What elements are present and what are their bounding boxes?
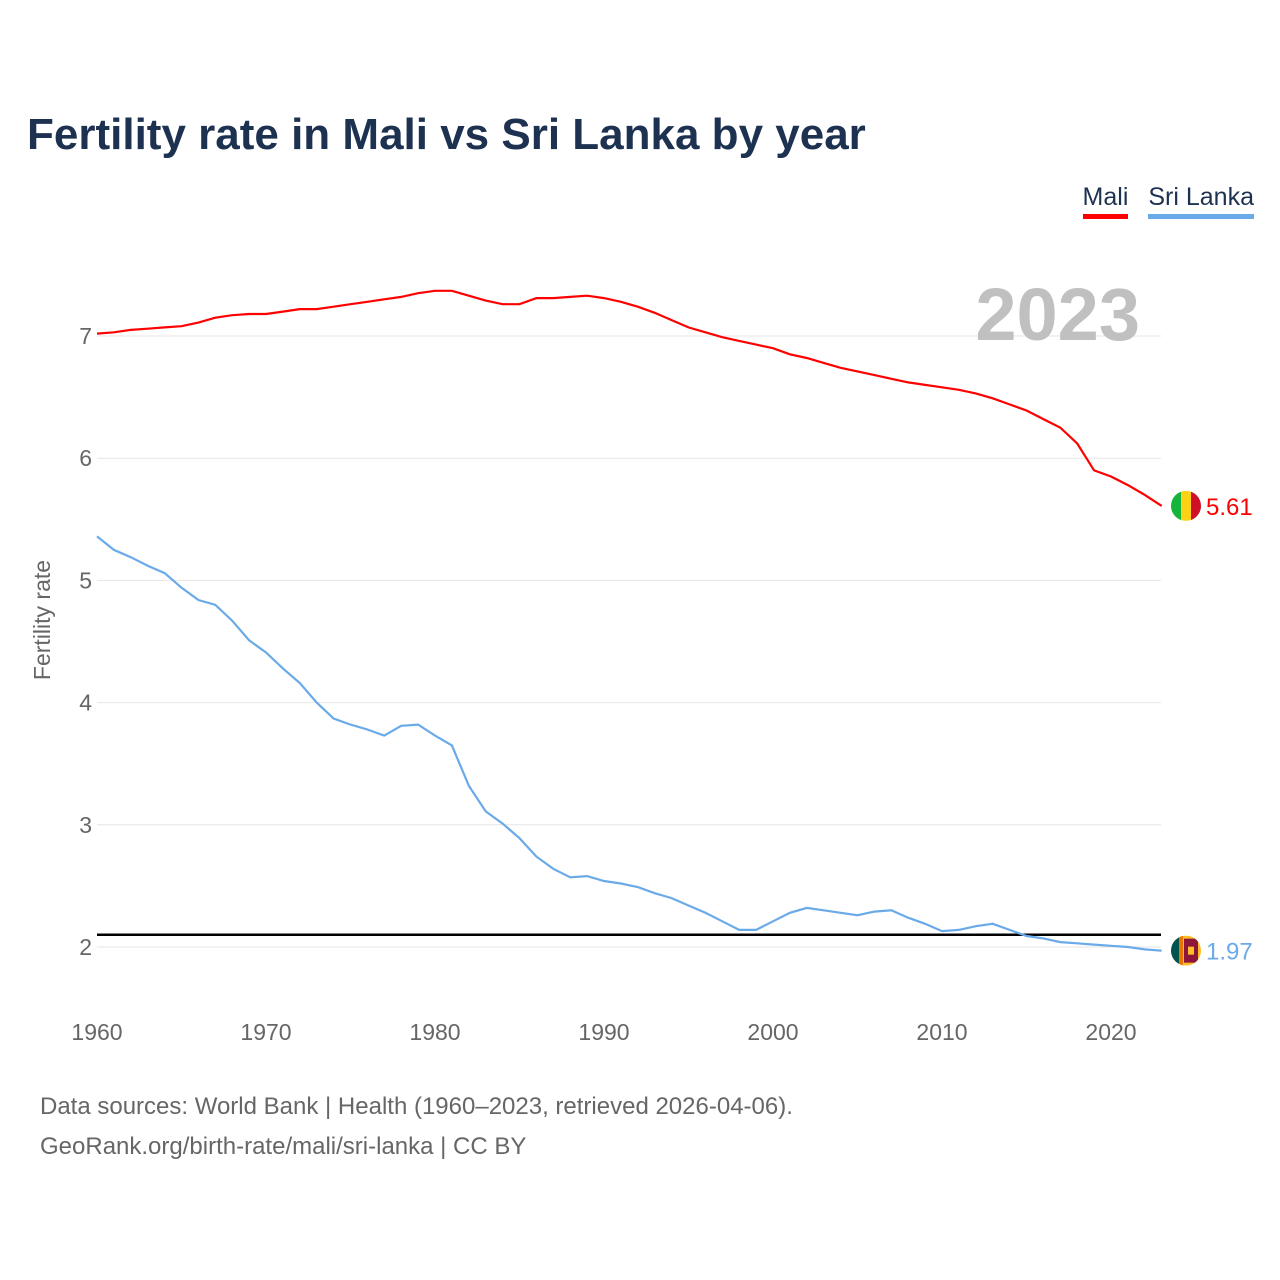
flag-mali-yellow bbox=[1181, 490, 1191, 521]
chart-title: Fertility rate in Mali vs Sri Lanka by y… bbox=[27, 110, 866, 159]
legend-item-sri-lanka[interactable]: Sri Lanka bbox=[1148, 183, 1254, 219]
y-axis-label: Fertility rate bbox=[29, 560, 55, 680]
flag-sri-lanka-green bbox=[1171, 935, 1179, 966]
flag-sri-lanka-lion bbox=[1188, 946, 1194, 955]
x-tick-label: 2010 bbox=[916, 1019, 967, 1045]
y-tick-label: 2 bbox=[79, 934, 92, 960]
series-line-mali bbox=[96, 289, 1163, 507]
year-label: 2023 bbox=[975, 273, 1140, 356]
y-tick-label: 6 bbox=[79, 445, 92, 471]
x-tick-label: 1960 bbox=[71, 1019, 122, 1045]
x-tick-label: 1980 bbox=[409, 1019, 460, 1045]
x-tick-label: 2020 bbox=[1085, 1019, 1136, 1045]
series-line-sri-lanka bbox=[96, 535, 1162, 952]
y-tick-label: 3 bbox=[79, 812, 92, 838]
flag-mali-green bbox=[1171, 490, 1181, 521]
end-label-sri-lanka: 1.97 bbox=[1206, 939, 1253, 966]
source-text: Data sources: World Bank | Health (1960–… bbox=[40, 1093, 793, 1120]
footer: Data sources: World Bank | Health (1960–… bbox=[40, 1087, 793, 1167]
y-tick-label: 5 bbox=[79, 567, 92, 593]
y-tick-label: 7 bbox=[79, 323, 92, 349]
legend-item-mali[interactable]: Mali bbox=[1082, 183, 1129, 219]
x-tick-label: 1970 bbox=[240, 1019, 291, 1045]
flag-mali-red bbox=[1191, 490, 1201, 521]
y-tick-label: 4 bbox=[79, 690, 92, 716]
end-label-mali: 5.61 bbox=[1206, 494, 1253, 521]
flag-sri-lanka-orange bbox=[1179, 935, 1183, 966]
x-tick-label: 1990 bbox=[578, 1019, 629, 1045]
legend: Mali Sri Lanka bbox=[1082, 183, 1254, 219]
source-link[interactable]: GeoRank.org/birth-rate/mali/sri-lanka | … bbox=[40, 1133, 527, 1160]
x-tick-label: 2000 bbox=[747, 1019, 798, 1045]
